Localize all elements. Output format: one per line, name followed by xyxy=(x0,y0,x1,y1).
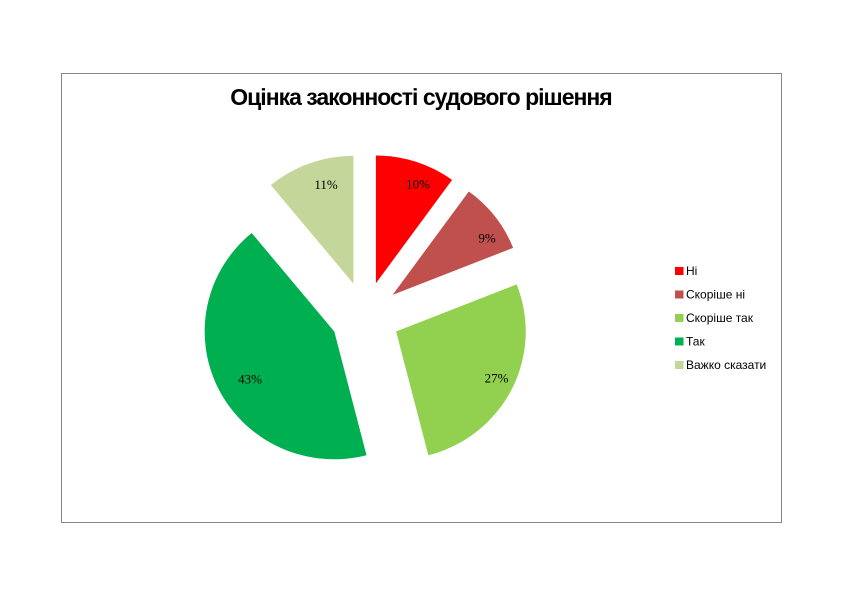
svg-text:9%: 9% xyxy=(478,231,496,246)
svg-text:10%: 10% xyxy=(406,177,430,192)
svg-text:Скоріше так: Скоріше так xyxy=(686,311,754,325)
svg-text:27%: 27% xyxy=(485,371,509,386)
svg-text:43%: 43% xyxy=(238,372,262,387)
svg-text:Важко сказати: Важко сказати xyxy=(686,358,766,372)
svg-text:Так: Так xyxy=(686,335,705,349)
svg-text:Ні: Ні xyxy=(686,264,697,278)
svg-text:11%: 11% xyxy=(314,177,338,192)
svg-text:Скоріше ні: Скоріше ні xyxy=(686,288,745,302)
